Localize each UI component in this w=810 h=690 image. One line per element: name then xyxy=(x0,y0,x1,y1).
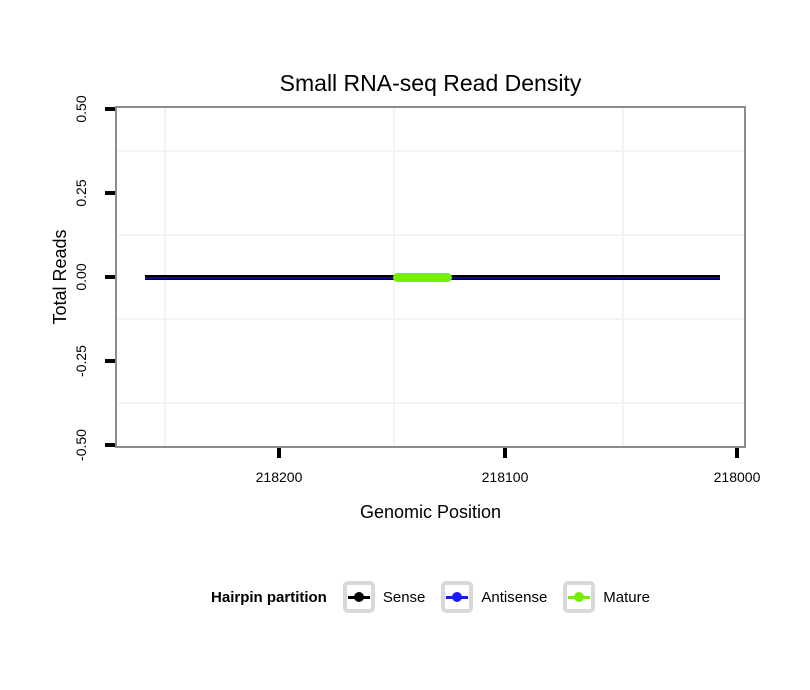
legend-key-mature xyxy=(563,581,596,613)
y-tick-label: 0.50 xyxy=(73,95,89,123)
y-axis-tick xyxy=(105,191,115,195)
plot-panel xyxy=(115,106,746,448)
y-tick-label: 0.00 xyxy=(73,263,89,291)
point-glyph-icon xyxy=(574,592,585,602)
y-axis-tick xyxy=(105,107,115,111)
y-axis-tick xyxy=(105,359,115,363)
legend-key-sense xyxy=(342,581,375,613)
mature-series-segment xyxy=(393,273,452,282)
legend-item-label: Mature xyxy=(603,588,650,606)
x-tick-label: 218100 xyxy=(481,469,529,485)
legend-item-mature: Mature xyxy=(563,581,650,613)
x-axis-title: Genomic Position xyxy=(359,502,502,522)
legend-item-label: Antisense xyxy=(481,588,548,606)
gridline-minor-h xyxy=(118,150,744,152)
x-tick-label: 218000 xyxy=(713,469,761,485)
y-axis-tick xyxy=(105,275,115,279)
x-axis-tick xyxy=(277,448,281,458)
y-tick-label: -0.50 xyxy=(73,429,89,461)
y-axis-tick xyxy=(105,443,115,447)
legend-item-sense: Sense xyxy=(342,581,426,613)
y-tick-label: -0.25 xyxy=(73,345,89,377)
y-tick-label: 0.25 xyxy=(73,179,89,207)
point-glyph-icon xyxy=(353,592,364,602)
gridline-minor-h xyxy=(118,402,744,404)
point-glyph-icon xyxy=(452,592,463,602)
x-axis-tick xyxy=(503,448,507,458)
y-axis-title: Total Reads xyxy=(50,229,70,325)
legend-item-antisense: Antisense xyxy=(441,581,547,613)
legend-key-antisense xyxy=(441,581,474,613)
legend: Hairpin partition Sense Antisense Mature xyxy=(115,573,746,621)
x-axis-tick xyxy=(735,448,739,458)
legend-item-label: Sense xyxy=(382,588,426,606)
chart-title: Small RNA-seq Read Density xyxy=(279,70,582,96)
legend-title: Hairpin partition xyxy=(211,588,327,606)
gridline-minor-h xyxy=(118,234,744,236)
x-tick-label: 218200 xyxy=(255,469,303,485)
gridline-minor-h xyxy=(118,318,744,320)
